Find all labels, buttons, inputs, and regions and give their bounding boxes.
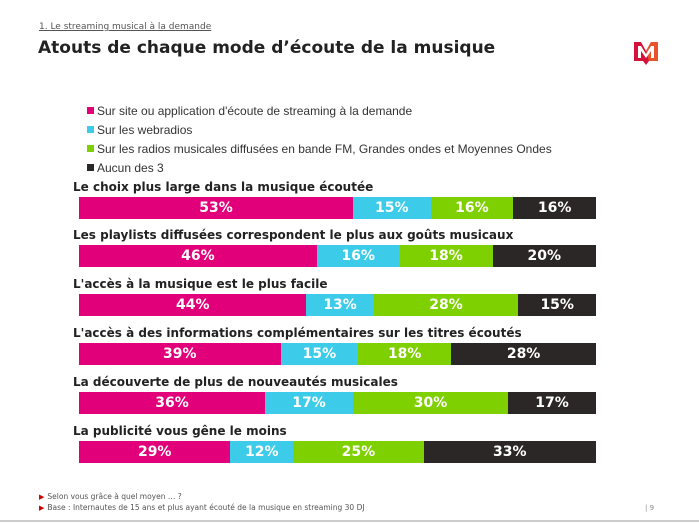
category-label: La publicité vous gêne le moins: [73, 424, 287, 438]
bar-segment: 44%: [79, 294, 307, 316]
bar-segment: 25%: [293, 441, 424, 463]
bar-segment: 28%: [373, 294, 519, 316]
footnote-base: ▶ Base : Internautes de 15 ans et plus ay…: [39, 503, 365, 512]
bar-row: 29% 12% 25% 33%: [79, 441, 596, 463]
bar-row: 39% 15% 18% 28%: [79, 343, 596, 365]
bar-segment: 15%: [518, 294, 596, 316]
section-title: 1. Le streaming musical à la demande: [39, 22, 212, 32]
legend-swatch: [87, 164, 94, 171]
bar-segment: 15%: [280, 343, 359, 365]
legend-swatch: [87, 145, 94, 152]
page-number-text: 9: [649, 504, 655, 512]
bar-segment: 46%: [79, 245, 317, 267]
bar-segment: 17%: [508, 392, 596, 414]
footnote-question: ▶ Selon vous grâce à quel moyen … ?: [39, 492, 182, 501]
category-label: L'accès à des informations complémentair…: [73, 326, 522, 340]
bar-row: 53% 15% 16% 16%: [79, 197, 596, 219]
bar-segment: 39%: [79, 343, 281, 365]
legend-swatch: [87, 126, 94, 133]
footnote-question-text: Selon vous grâce à quel moyen … ?: [47, 492, 182, 501]
page-number: | 9: [645, 504, 655, 512]
legend-label: Sur les webradios: [97, 122, 193, 137]
bar-segment: 30%: [352, 392, 509, 414]
legend-item: Sur les webradios: [87, 120, 552, 139]
bar-row: 36% 17% 30% 17%: [79, 392, 596, 414]
bar-segment: 12%: [230, 441, 294, 463]
bar-segment: 29%: [79, 441, 231, 463]
bar-segment: 28%: [451, 343, 596, 365]
bar-segment: 16%: [513, 197, 596, 219]
footnote-base-text: Base : Internautes de 15 ans et plus aya…: [47, 503, 365, 512]
divider: [0, 520, 699, 522]
legend-item: Aucun des 3: [87, 158, 552, 177]
bar-row: 44% 13% 28% 15%: [79, 294, 596, 316]
bar-segment: 36%: [79, 392, 266, 414]
bar-segment: 20%: [492, 245, 596, 267]
legend-swatch: [87, 107, 94, 114]
bar-row: 46% 16% 18% 20%: [79, 245, 596, 267]
bar-segment: 15%: [353, 197, 431, 219]
category-label: Le choix plus large dans la musique écou…: [73, 180, 374, 194]
page-title: Atouts de chaque mode d’écoute de la mus…: [38, 38, 496, 58]
triangle-bullet-icon: ▶: [39, 493, 45, 501]
category-label: L'accès à la musique est le plus facile: [73, 277, 328, 291]
triangle-bullet-icon: ▶: [39, 504, 45, 512]
bar-segment: 16%: [316, 245, 400, 267]
chart-legend: Sur site ou application d'écoute de stre…: [87, 101, 552, 177]
legend-label: Aucun des 3: [97, 160, 164, 175]
legend-label: Sur site ou application d'écoute de stre…: [97, 103, 413, 118]
bar-segment: 16%: [430, 197, 514, 219]
legend-item: Sur les radios musicales diffusées en ba…: [87, 139, 552, 158]
bar-segment: 33%: [423, 441, 596, 463]
category-label: La découverte de plus de nouveautés musi…: [73, 375, 398, 389]
legend-item: Sur site ou application d'écoute de stre…: [87, 101, 552, 120]
legend-label: Sur les radios musicales diffusées en ba…: [97, 141, 552, 156]
category-label: Les playlists diffusées correspondent le…: [73, 228, 514, 242]
brand-logo: [634, 42, 658, 65]
bar-segment: 17%: [265, 392, 353, 414]
bar-segment: 18%: [399, 245, 493, 267]
bar-segment: 13%: [306, 294, 374, 316]
bar-segment: 53%: [79, 197, 353, 219]
bar-segment: 18%: [358, 343, 452, 365]
